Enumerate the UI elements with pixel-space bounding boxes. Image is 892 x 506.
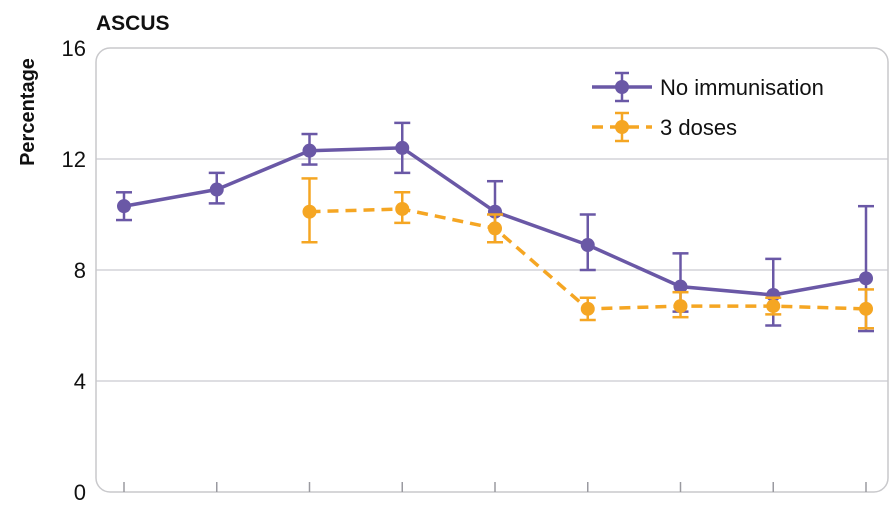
y-tick-label: 12: [62, 147, 86, 172]
data-point: [580, 301, 595, 316]
data-point: [302, 143, 317, 158]
data-point: [302, 204, 317, 219]
legend-marker: [615, 80, 629, 94]
y-tick-label: 0: [74, 480, 86, 505]
y-tick-label: 16: [62, 36, 86, 61]
data-point: [859, 301, 873, 316]
legend: No immunisation 3 doses: [592, 71, 824, 143]
data-point: [209, 182, 224, 197]
legend-item-2: 3 doses: [592, 111, 737, 143]
data-point: [673, 299, 688, 314]
y-tick-label: 8: [74, 258, 86, 283]
y-axis-label: Percentage: [17, 58, 39, 166]
legend-label: 3 doses: [660, 115, 737, 140]
data-point: [859, 271, 873, 286]
series-layer: [116, 121, 874, 333]
data-point: [488, 221, 502, 236]
chart-title: ASCUS: [96, 12, 170, 35]
legend-label: No immunisation: [660, 75, 824, 100]
legend-marker: [615, 120, 629, 134]
data-point: [117, 199, 131, 214]
series-2: [301, 177, 874, 330]
data-point: [395, 140, 410, 155]
plot-frame: [95, 47, 889, 493]
data-point: [673, 279, 688, 294]
axes: 0 4 8 12 16: [62, 36, 867, 505]
data-point: [580, 238, 595, 253]
gridlines: [96, 158, 888, 382]
data-point: [766, 299, 781, 314]
legend-item-1: No immunisation: [592, 71, 824, 103]
data-point: [395, 201, 410, 216]
y-tick-label: 4: [74, 369, 86, 394]
